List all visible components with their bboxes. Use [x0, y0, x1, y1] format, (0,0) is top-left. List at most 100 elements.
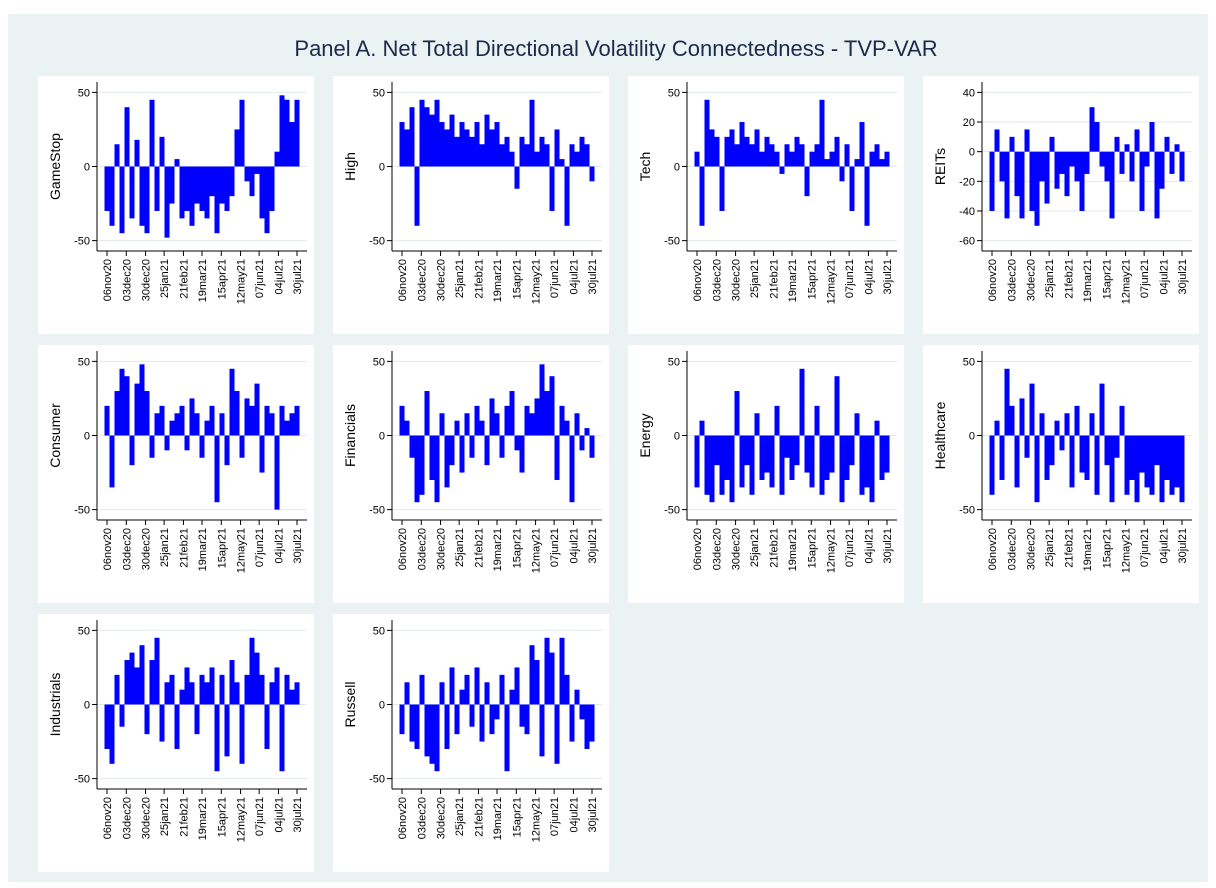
bar [829, 435, 835, 473]
x-tick-label: 03dec20 [121, 797, 133, 839]
bar [544, 391, 550, 436]
bar [464, 674, 470, 705]
bar [714, 136, 720, 167]
y-tick-label: 0 [84, 162, 90, 174]
bar [769, 144, 775, 167]
bar [489, 129, 495, 167]
x-tick-label: 15apr21 [216, 797, 228, 837]
bar [789, 151, 795, 167]
bar [574, 151, 580, 167]
bar [434, 435, 440, 503]
bar [1169, 151, 1175, 174]
bar [879, 159, 885, 167]
x-tick-label: 30jul21 [292, 259, 304, 294]
y-tick-label: 0 [379, 431, 385, 443]
bar [1049, 435, 1055, 466]
bar [1134, 129, 1140, 152]
bar [1109, 151, 1115, 219]
bar [269, 682, 275, 705]
bar [574, 413, 580, 436]
bar [1079, 151, 1085, 211]
x-tick-label: 19mar21 [492, 259, 504, 302]
bar [249, 405, 255, 436]
x-tick-label: 06nov20 [692, 259, 704, 301]
bar [1004, 151, 1010, 219]
bar [819, 99, 825, 167]
y-axis-label: Healthcare [932, 401, 948, 469]
bar [1114, 136, 1120, 152]
bar [149, 435, 155, 458]
y-tick-label: 50 [668, 356, 680, 368]
bar [539, 704, 545, 757]
x-tick-label: 19mar21 [1082, 528, 1094, 571]
bar [1079, 435, 1085, 473]
bar [529, 99, 535, 167]
x-tick-label: 07jun21 [549, 259, 561, 298]
x-tick-label: 04jul21 [568, 528, 580, 563]
x-tick-label: 07jun21 [549, 528, 561, 567]
panel-background [333, 76, 609, 334]
x-tick-label: 04jul21 [568, 797, 580, 832]
bar [129, 435, 135, 466]
bar [204, 166, 210, 219]
y-tick-label: -60 [959, 236, 975, 248]
bar [854, 413, 860, 436]
bar [1009, 405, 1015, 436]
bar [239, 435, 245, 458]
bar [1179, 151, 1185, 182]
bar [1139, 435, 1145, 473]
bar [569, 435, 575, 503]
bar [759, 435, 765, 480]
x-tick-label: 07jun21 [254, 797, 266, 836]
y-tick-label: 50 [78, 356, 90, 368]
bar [224, 704, 230, 757]
bar [214, 704, 220, 772]
bar [209, 166, 215, 197]
bar [554, 435, 560, 480]
bar [839, 166, 845, 182]
y-tick-label: -50 [74, 774, 90, 786]
bar [1069, 151, 1075, 167]
bar [404, 682, 410, 705]
bar [229, 166, 235, 197]
bar [199, 674, 205, 705]
bar [174, 159, 180, 167]
x-tick-label: 04jul21 [1158, 528, 1170, 563]
bar [229, 368, 235, 436]
y-tick-label: 50 [963, 356, 975, 368]
bar [724, 435, 730, 480]
bar [514, 667, 520, 705]
bar [1054, 151, 1060, 189]
x-tick-label: 07jun21 [844, 259, 856, 298]
bar [999, 435, 1005, 480]
bar [559, 405, 565, 436]
bar [479, 144, 485, 167]
bar [119, 704, 125, 727]
bar [434, 704, 440, 772]
x-tick-label: 21feb21 [768, 528, 780, 568]
bar [1109, 435, 1115, 503]
bar [109, 704, 115, 764]
bar [774, 405, 780, 436]
bar [719, 435, 725, 495]
x-tick-label: 21feb21 [473, 259, 485, 299]
bar [194, 166, 200, 204]
x-tick-label: 21feb21 [178, 259, 190, 299]
bar [864, 166, 870, 226]
bar [169, 420, 175, 436]
bar [784, 144, 790, 167]
bar [1029, 383, 1035, 436]
bar [399, 405, 405, 436]
bar [159, 704, 165, 742]
x-tick-label: 12may21 [1121, 528, 1133, 573]
x-tick-label: 15apr21 [1101, 528, 1113, 568]
bar [564, 674, 570, 705]
x-tick-label: 30jul21 [882, 259, 894, 294]
bar [429, 704, 435, 764]
bar [474, 667, 480, 705]
bar [289, 122, 295, 167]
bar [104, 704, 110, 749]
x-tick-label: 25jan21 [454, 797, 466, 836]
y-axis-label: Energy [637, 413, 653, 457]
